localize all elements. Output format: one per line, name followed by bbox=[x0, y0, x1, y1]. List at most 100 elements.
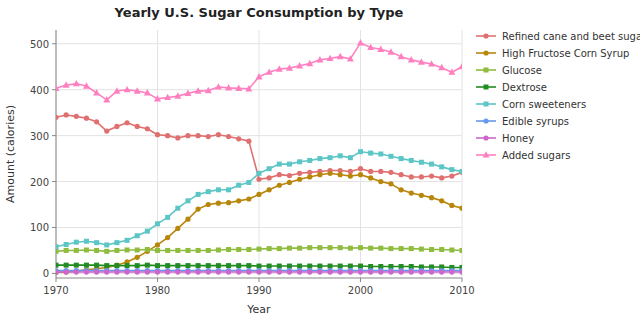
point bbox=[460, 169, 463, 174]
point bbox=[175, 263, 180, 268]
tick-mark bbox=[360, 278, 361, 282]
point bbox=[429, 269, 434, 274]
point bbox=[399, 156, 404, 161]
point bbox=[216, 187, 221, 192]
point bbox=[56, 244, 59, 249]
point bbox=[419, 269, 424, 274]
legend-marker bbox=[483, 118, 488, 123]
legend-item: High Fructose Corn Syrup bbox=[476, 48, 629, 59]
point bbox=[56, 249, 59, 254]
point bbox=[287, 173, 292, 178]
point bbox=[114, 263, 119, 268]
point bbox=[388, 269, 393, 274]
point bbox=[327, 171, 332, 176]
point bbox=[135, 124, 140, 129]
tick-mark bbox=[52, 135, 56, 136]
point bbox=[267, 166, 272, 171]
point bbox=[317, 172, 322, 177]
page: {"chart_data": { "type": "line", "title"… bbox=[0, 0, 640, 321]
legend-label: Added sugars bbox=[502, 150, 570, 161]
point bbox=[358, 172, 363, 177]
point bbox=[257, 247, 262, 252]
tick-label: 100 bbox=[30, 222, 49, 233]
point bbox=[429, 195, 434, 200]
point bbox=[124, 269, 129, 274]
point bbox=[316, 56, 323, 62]
point bbox=[459, 170, 462, 175]
point bbox=[195, 87, 202, 93]
point bbox=[428, 60, 435, 66]
point bbox=[438, 64, 445, 70]
point bbox=[306, 60, 313, 66]
point bbox=[165, 269, 170, 274]
point bbox=[155, 263, 160, 268]
point bbox=[236, 136, 241, 141]
point bbox=[399, 187, 404, 192]
point bbox=[246, 269, 251, 274]
point bbox=[114, 248, 119, 253]
point bbox=[378, 152, 383, 157]
point bbox=[226, 263, 231, 268]
point bbox=[185, 248, 190, 253]
point bbox=[144, 89, 151, 95]
point bbox=[256, 192, 261, 197]
line bbox=[56, 115, 462, 179]
point bbox=[196, 133, 201, 138]
tick-label: 1980 bbox=[145, 285, 170, 296]
point bbox=[104, 269, 109, 274]
point bbox=[135, 263, 140, 268]
point bbox=[104, 263, 109, 268]
point bbox=[196, 207, 201, 212]
point bbox=[388, 154, 393, 159]
point bbox=[205, 87, 212, 93]
point bbox=[83, 82, 90, 88]
point bbox=[358, 269, 363, 274]
point bbox=[307, 264, 312, 269]
point bbox=[307, 158, 312, 163]
point bbox=[307, 245, 312, 250]
line bbox=[56, 173, 462, 272]
point bbox=[236, 183, 241, 188]
point bbox=[388, 181, 393, 186]
point bbox=[226, 247, 231, 252]
point bbox=[145, 269, 150, 274]
point bbox=[165, 215, 170, 220]
point bbox=[287, 269, 292, 274]
point bbox=[449, 247, 454, 252]
point bbox=[246, 247, 251, 252]
point bbox=[64, 269, 69, 274]
legend-marker bbox=[483, 50, 488, 55]
point bbox=[297, 171, 302, 176]
point bbox=[185, 133, 190, 138]
tick-label: 0 bbox=[43, 268, 49, 279]
legend-label: Refined cane and beet sugar bbox=[502, 31, 640, 42]
point bbox=[357, 39, 364, 45]
point bbox=[317, 156, 322, 161]
point bbox=[418, 58, 425, 64]
point bbox=[409, 174, 414, 179]
point bbox=[317, 269, 322, 274]
point bbox=[174, 92, 181, 98]
legend-item: Corn sweeteners bbox=[476, 99, 586, 110]
point bbox=[338, 172, 343, 177]
legend-marker bbox=[483, 135, 488, 140]
point bbox=[399, 246, 404, 251]
point bbox=[368, 169, 373, 174]
point bbox=[409, 246, 414, 251]
point bbox=[84, 239, 89, 244]
x-axis-label: Year bbox=[246, 303, 271, 316]
tick-mark bbox=[52, 89, 56, 90]
series bbox=[56, 171, 462, 275]
point bbox=[185, 198, 190, 203]
point bbox=[206, 189, 211, 194]
point bbox=[459, 206, 462, 211]
tick-mark bbox=[52, 43, 56, 44]
point bbox=[155, 242, 160, 247]
point bbox=[155, 248, 160, 253]
point bbox=[297, 264, 302, 269]
point bbox=[388, 170, 393, 175]
point bbox=[236, 247, 241, 252]
point bbox=[226, 200, 231, 205]
point bbox=[439, 198, 444, 203]
point bbox=[449, 173, 454, 178]
